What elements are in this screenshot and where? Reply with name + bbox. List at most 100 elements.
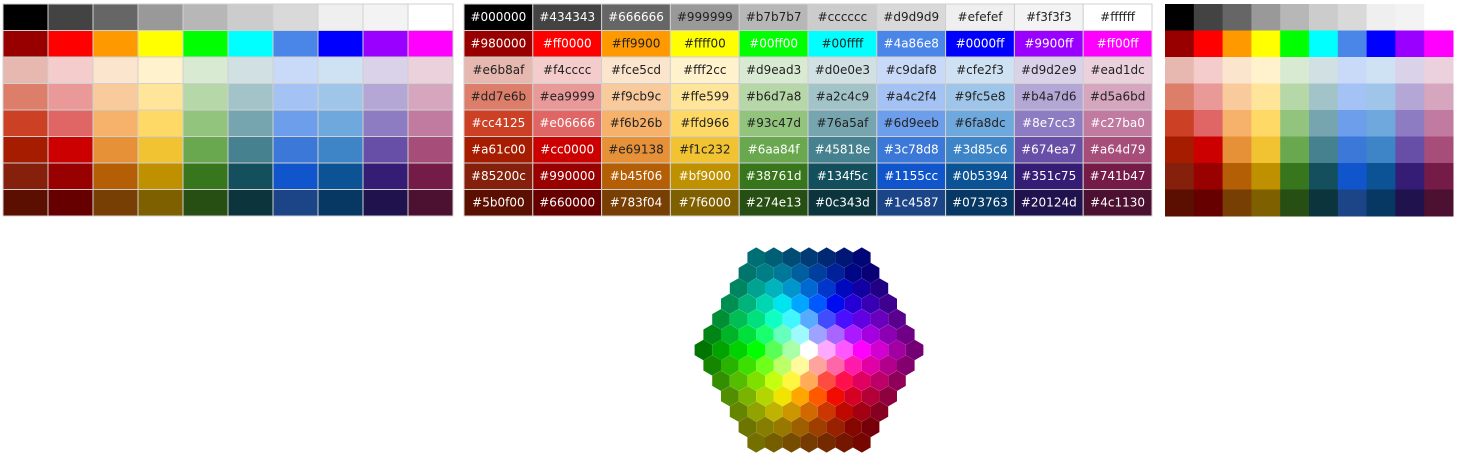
hex-swatch[interactable] [756,293,774,314]
swatch[interactable] [407,189,454,217]
hex-swatch[interactable] [791,324,809,345]
swatch[interactable] [738,109,809,137]
swatch[interactable] [47,56,94,84]
swatch[interactable] [945,56,1015,84]
hex-swatch[interactable] [817,278,836,299]
swatch[interactable] [1222,83,1252,111]
swatch[interactable] [463,56,534,84]
swatch[interactable] [1193,83,1224,111]
swatch[interactable] [1193,189,1224,217]
hex-swatch[interactable] [835,309,853,330]
hex-swatch[interactable] [826,386,845,407]
swatch[interactable] [407,56,454,84]
hex-swatch[interactable] [861,355,880,376]
swatch[interactable] [1366,163,1396,190]
swatch[interactable] [738,189,809,217]
swatch[interactable] [317,30,364,58]
hex-swatch[interactable] [888,309,906,330]
hex-swatch[interactable] [853,309,871,330]
swatch[interactable] [1082,30,1153,58]
hex-swatch[interactable] [897,355,915,376]
swatch[interactable] [807,162,878,190]
hex-swatch[interactable] [729,278,748,299]
swatch[interactable] [47,30,94,58]
hex-swatch[interactable] [756,324,774,345]
swatch[interactable] [1251,136,1281,164]
swatch[interactable] [182,109,229,137]
swatch[interactable] [1309,110,1339,137]
swatch[interactable] [463,162,534,190]
swatch[interactable] [1082,162,1153,190]
swatch[interactable] [92,189,139,217]
hex-swatch[interactable] [721,386,739,407]
hex-swatch[interactable] [817,339,836,361]
hex-swatch[interactable] [861,416,880,438]
swatch[interactable] [1193,110,1224,137]
swatch[interactable] [876,162,947,190]
swatch[interactable] [1082,3,1153,31]
swatch[interactable] [362,30,409,58]
swatch[interactable] [2,30,49,58]
hex-swatch[interactable] [800,370,818,391]
swatch[interactable] [1193,57,1224,84]
swatch[interactable] [1251,30,1281,58]
swatch[interactable] [1165,163,1195,190]
swatch[interactable] [1280,189,1310,217]
swatch[interactable] [1424,4,1454,31]
swatch[interactable] [362,109,409,137]
swatch[interactable] [227,136,274,164]
swatch[interactable] [182,162,229,190]
swatch[interactable] [2,3,49,31]
swatch[interactable] [92,56,139,84]
swatch[interactable] [47,3,94,31]
swatch[interactable] [227,189,274,217]
hex-swatch[interactable] [835,401,853,422]
swatch[interactable] [137,56,184,84]
swatch[interactable] [1222,57,1252,84]
hex-swatch[interactable] [738,262,757,284]
swatch[interactable] [317,109,364,137]
swatch[interactable] [362,56,409,84]
hex-swatch[interactable] [905,339,924,361]
swatch[interactable] [945,109,1015,137]
swatch[interactable] [1082,109,1153,137]
swatch[interactable] [1013,56,1084,84]
hex-swatch[interactable] [747,309,765,330]
swatch[interactable] [601,189,671,217]
swatch[interactable] [2,109,49,137]
swatch[interactable] [669,136,740,164]
hex-swatch[interactable] [879,324,897,345]
hex-swatch[interactable] [835,339,853,361]
hex-swatch[interactable] [738,293,757,314]
swatch[interactable] [738,136,809,164]
swatch[interactable] [1309,189,1339,217]
swatch[interactable] [227,56,274,84]
hex-swatch[interactable] [844,324,862,345]
hex-swatch[interactable] [712,309,730,330]
swatch[interactable] [532,56,603,84]
swatch[interactable] [2,136,49,164]
hex-swatch[interactable] [747,339,765,361]
swatch[interactable] [1280,110,1310,137]
swatch[interactable] [227,3,274,31]
swatch[interactable] [1366,30,1396,58]
hex-swatch[interactable] [738,386,757,407]
hex-swatch[interactable] [782,432,801,453]
hex-swatch[interactable] [826,293,845,314]
swatch[interactable] [1337,189,1368,217]
hex-swatch[interactable] [782,401,801,422]
swatch[interactable] [1165,57,1195,84]
swatch[interactable] [1395,110,1425,137]
hex-swatch[interactable] [844,416,862,438]
swatch[interactable] [1337,163,1368,190]
swatch[interactable] [137,83,184,111]
hex-swatch[interactable] [817,401,836,422]
swatch[interactable] [876,189,947,217]
hex-swatch[interactable] [782,339,801,361]
swatch[interactable] [601,136,671,164]
hex-swatch[interactable] [809,355,827,376]
hex-swatch[interactable] [765,247,783,268]
swatch[interactable] [1395,30,1425,58]
swatch[interactable] [272,3,319,31]
swatch[interactable] [92,109,139,137]
